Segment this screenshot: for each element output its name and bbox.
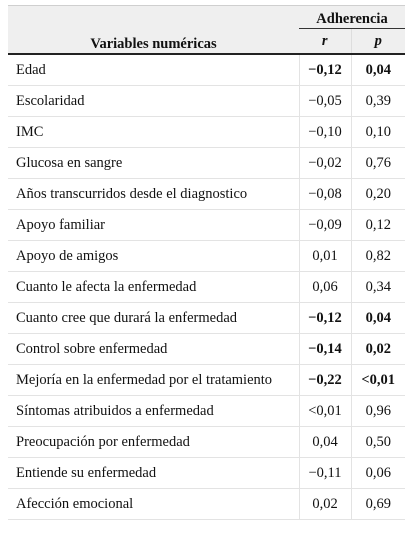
adherencia-header: Adherencia	[299, 6, 405, 29]
r-value-cell: −0,10	[298, 116, 351, 148]
table-row: Preocupación por enfermedad 0,04 0,50	[8, 426, 405, 458]
p-value-cell: 0,69	[350, 488, 405, 520]
table-row: Cuanto le afecta la enfermedad 0,06 0,34	[8, 271, 405, 303]
p-value-cell: 0,04	[350, 54, 405, 86]
table-body: Edad −0,12 0,04 Escolaridad −0,05 0,39 IMC −0,1…	[8, 54, 405, 520]
p-header: p	[351, 28, 405, 54]
r-value-cell: −0,22	[298, 364, 351, 396]
p-value-cell: 0,82	[350, 240, 405, 272]
table-row: Afección emocional 0,02 0,69	[8, 488, 405, 520]
r-value-cell: 0,01	[298, 240, 351, 272]
p-value-cell: 0,04	[350, 302, 405, 334]
table-row: Glucosa en sangre −0,02 0,76	[8, 147, 405, 179]
p-value-cell: 0,20	[350, 178, 405, 210]
variable-name-cell: Afección emocional	[8, 488, 299, 520]
p-value-cell: 0,34	[350, 271, 405, 303]
p-value-cell: 0,10	[350, 116, 405, 148]
table-row: Entiende su enfermedad −0,11 0,06	[8, 457, 405, 489]
table-row: Control sobre enfermedad −0,14 0,02	[8, 333, 405, 365]
p-value-cell: 0,50	[350, 426, 405, 458]
variable-name-cell: Preocupación por enfermedad	[8, 426, 299, 458]
r-value-cell: −0,11	[298, 457, 351, 489]
table-header: Variables numéricas Adherencia r p	[8, 6, 405, 54]
r-value-cell: −0,05	[298, 85, 351, 117]
table-row: Escolaridad −0,05 0,39	[8, 85, 405, 117]
r-value-cell: −0,09	[298, 209, 351, 241]
p-value-cell: 0,39	[350, 85, 405, 117]
top-rule	[8, 5, 405, 6]
variable-name-cell: Años transcurridos desde el diagnostico	[8, 178, 299, 210]
variable-name-cell: Síntomas atribuidos a enfermedad	[8, 395, 299, 427]
r-value-cell: 0,06	[298, 271, 351, 303]
variable-name-cell: Cuanto le afecta la enfermedad	[8, 271, 299, 303]
r-value-cell: −0,08	[298, 178, 351, 210]
r-value-cell: −0,12	[298, 302, 351, 334]
r-header: r	[299, 28, 352, 54]
r-value-cell: −0,14	[298, 333, 351, 365]
table-row: Apoyo de amigos 0,01 0,82	[8, 240, 405, 272]
r-value-cell: 0,02	[298, 488, 351, 520]
table-row: Cuanto cree que durará la enfermedad −0,1…	[8, 302, 405, 334]
variable-name-cell: Cuanto cree que durará la enfermedad	[8, 302, 299, 334]
variable-name-cell: Glucosa en sangre	[8, 147, 299, 179]
table-row: Años transcurridos desde el diagnostico −…	[8, 178, 405, 210]
table-row: Edad −0,12 0,04	[8, 54, 405, 86]
variable-name-cell: Apoyo de amigos	[8, 240, 299, 272]
p-value-cell: <0,01	[350, 364, 405, 396]
p-value-cell: 0,12	[350, 209, 405, 241]
variable-name-cell: Apoyo familiar	[8, 209, 299, 241]
table-row: Síntomas atribuidos a enfermedad <0,01 0,9…	[8, 395, 405, 427]
r-value-cell: −0,12	[298, 54, 351, 86]
variable-name-cell: Escolaridad	[8, 85, 299, 117]
correlation-table: Variables numéricas Adherencia r p Edad −…	[8, 6, 405, 520]
table-container: Variables numéricas Adherencia r p Edad −…	[8, 6, 405, 526]
variable-name-cell: Mejoría en la enfermedad por el tratamie…	[8, 364, 299, 396]
p-value-cell: 0,02	[350, 333, 405, 365]
variable-name-cell: IMC	[8, 116, 299, 148]
p-value-cell: 0,76	[350, 147, 405, 179]
r-value-cell: −0,02	[298, 147, 351, 179]
variables-header: Variables numéricas	[8, 6, 299, 54]
p-value-cell: 0,06	[350, 457, 405, 489]
table-row: IMC −0,10 0,10	[8, 116, 405, 148]
table-row: Mejoría en la enfermedad por el tratamie…	[8, 364, 405, 396]
r-value-cell: <0,01	[298, 395, 351, 427]
variable-name-cell: Edad	[8, 54, 299, 86]
variable-name-cell: Control sobre enfermedad	[8, 333, 299, 365]
r-value-cell: 0,04	[298, 426, 351, 458]
p-value-cell: 0,96	[350, 395, 405, 427]
variable-name-cell: Entiende su enfermedad	[8, 457, 299, 489]
table-row: Apoyo familiar −0,09 0,12	[8, 209, 405, 241]
